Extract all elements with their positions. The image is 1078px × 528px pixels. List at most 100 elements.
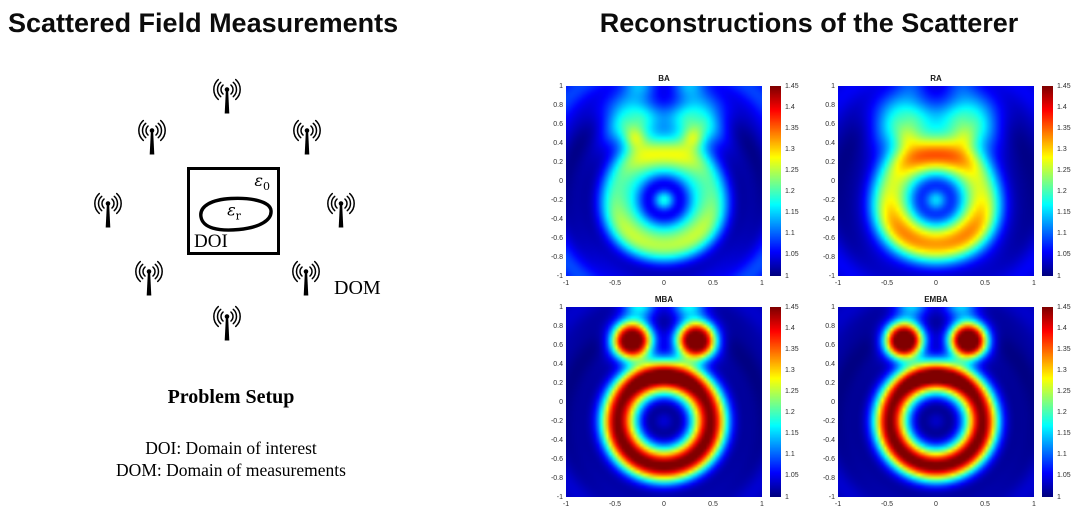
epsilonr-symbol: ε <box>227 200 236 220</box>
y-tick-label: 0.6 <box>825 120 835 128</box>
colorbar-tick-label: 1.15 <box>1057 430 1071 438</box>
y-tick-label: -0.8 <box>822 253 835 261</box>
y-tick-label: -0.6 <box>822 234 835 242</box>
y-tick-label: -1 <box>828 272 835 280</box>
x-tick-label: 0.5 <box>708 280 718 287</box>
colorbar-tick-label: 1.15 <box>785 430 799 438</box>
y-tick-label: -0.2 <box>822 417 835 425</box>
x-tick-label: 0.5 <box>980 280 990 287</box>
colorbar-tick-label: 1.05 <box>1057 472 1071 480</box>
colorbar-tick-label: 1.05 <box>785 472 799 480</box>
x-tick-label: 1 <box>1032 501 1036 508</box>
colorbar-tick-label: 1.35 <box>785 124 799 132</box>
plot-title-emba: EMBA <box>924 295 948 304</box>
doi-label: DOI <box>194 231 228 252</box>
y-tick-label: 1 <box>559 303 563 311</box>
y-tick-label: 0.6 <box>553 120 563 128</box>
x-tick-label: -1 <box>834 501 842 508</box>
caption-title: Problem Setup <box>167 386 295 408</box>
y-tick-label: 0.2 <box>825 158 835 166</box>
y-tick-label: 1 <box>559 82 563 90</box>
colorbar-tick-label: 1.3 <box>1057 145 1067 153</box>
colorbar-emba <box>1042 307 1053 497</box>
y-tick-label: -0.2 <box>550 417 563 425</box>
right-title: Reconstructions of the Scatterer <box>599 8 1019 38</box>
epsilonr-subscript: r <box>235 209 241 223</box>
colorbar-tick-label: 1.45 <box>785 82 799 90</box>
colorbar-tick-label: 1.4 <box>785 324 795 332</box>
x-tick-label: 1 <box>760 280 764 287</box>
colorbar-tick-label: 1.3 <box>785 366 795 374</box>
y-tick-label: -0.8 <box>822 474 835 482</box>
antenna-icon <box>319 191 363 238</box>
heatmap-ra <box>838 86 1034 276</box>
colorbar-tick-label: 1.35 <box>785 345 799 353</box>
x-tick-label: -1 <box>562 280 570 287</box>
colorbar-tick-label: 1.3 <box>1057 366 1067 374</box>
y-tick-label: -0.8 <box>550 253 563 261</box>
colorbar-tick-label: 1 <box>1057 272 1061 280</box>
colorbar-tick-label: 1.45 <box>1057 303 1071 311</box>
dom-label: DOM <box>334 277 381 299</box>
x-tick-label: 1 <box>1032 280 1036 287</box>
epsilon0-label: ε0 <box>254 171 270 194</box>
colorbar-tick-label: 1.2 <box>1057 409 1067 417</box>
caption-line-doi: DOI: Domain of interest <box>145 438 317 458</box>
y-tick-label: 0.8 <box>553 101 563 109</box>
y-tick-label: -0.6 <box>822 455 835 463</box>
colorbar-tick-label: 1.4 <box>785 103 795 111</box>
heatmap-emba <box>838 307 1034 497</box>
y-tick-label: -0.4 <box>550 436 563 444</box>
y-tick-label: 0.2 <box>553 158 563 166</box>
colorbar-tick-label: 1 <box>1057 493 1061 501</box>
colorbar-tick-label: 1.35 <box>1057 345 1071 353</box>
antenna-icon <box>284 259 328 306</box>
colorbar-ra <box>1042 86 1053 276</box>
colorbar-tick-label: 1 <box>785 272 789 280</box>
doi-box: ε0 εr DOI <box>187 167 280 255</box>
y-tick-label: -0.6 <box>550 455 563 463</box>
y-tick-label: 0.4 <box>553 139 563 147</box>
colorbar-tick-label: 1.05 <box>1057 251 1071 259</box>
colorbar-tick-label: 1.35 <box>1057 124 1071 132</box>
antenna-icon <box>205 304 249 351</box>
antenna-icon <box>285 118 329 165</box>
colorbar-tick-label: 1.45 <box>1057 82 1071 90</box>
x-tick-label: 0.5 <box>708 501 718 508</box>
y-tick-label: 0 <box>559 177 563 185</box>
colorbar-tick-label: 1.1 <box>1057 230 1067 238</box>
y-tick-label: 0 <box>831 398 835 406</box>
y-tick-label: 0 <box>559 398 563 406</box>
colorbar-tick-label: 1.25 <box>785 166 799 174</box>
y-tick-label: -0.4 <box>822 215 835 223</box>
caption-line-dom: DOM: Domain of measurements <box>116 460 346 480</box>
colorbar-tick-label: 1.25 <box>785 387 799 395</box>
colorbar-tick-label: 1.2 <box>1057 188 1067 196</box>
y-tick-label: -0.4 <box>822 436 835 444</box>
y-tick-label: 0.8 <box>553 322 563 330</box>
x-tick-label: -0.5 <box>880 280 894 287</box>
x-tick-label: 0 <box>934 501 938 508</box>
colorbar-tick-label: 1.4 <box>1057 103 1067 111</box>
y-tick-label: 1 <box>831 82 835 90</box>
epsilon0-subscript: 0 <box>263 180 270 194</box>
y-tick-label: 0.4 <box>825 360 835 368</box>
plot-title-mba: MBA <box>654 295 674 304</box>
x-tick-label: 0 <box>934 280 938 287</box>
epsilon0-symbol: ε <box>254 171 263 190</box>
y-tick-label: -0.8 <box>550 474 563 482</box>
y-tick-label: -0.2 <box>550 196 563 204</box>
x-tick-label: -1 <box>834 280 842 287</box>
colorbar-tick-label: 1.1 <box>1057 451 1067 459</box>
antenna-icon <box>130 118 174 165</box>
plot-title-ba: BA <box>658 74 670 83</box>
x-tick-label: 0.5 <box>980 501 990 508</box>
colorbar-tick-label: 1.4 <box>1057 324 1067 332</box>
y-tick-label: 0.4 <box>553 360 563 368</box>
heatmap-ba <box>566 86 762 276</box>
y-tick-label: 0.2 <box>825 379 835 387</box>
y-tick-label: -0.6 <box>550 234 563 242</box>
y-tick-label: -0.4 <box>550 215 563 223</box>
y-tick-label: 0.4 <box>825 139 835 147</box>
